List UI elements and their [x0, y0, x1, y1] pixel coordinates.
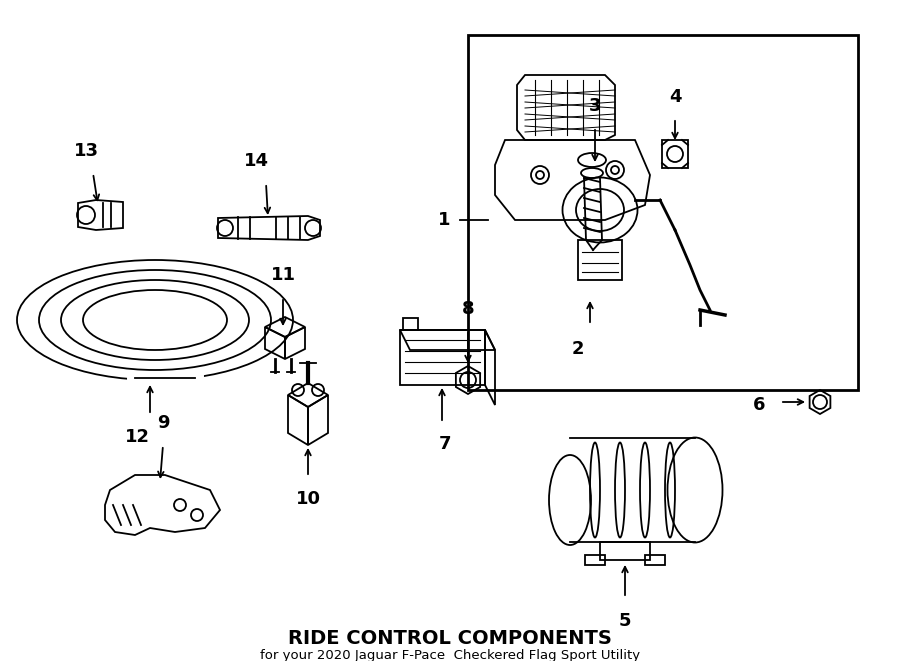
Bar [578, 240, 622, 280]
Bar [645, 555, 665, 565]
Text: RIDE CONTROL COMPONENTS: RIDE CONTROL COMPONENTS [288, 629, 612, 648]
FancyBboxPatch shape [662, 140, 688, 168]
Bar [585, 555, 605, 565]
Bar [403, 318, 418, 330]
Text: for your 2020 Jaguar F-Pace  Checkered Flag Sport Utility: for your 2020 Jaguar F-Pace Checkered Fl… [260, 648, 640, 661]
Text: 3: 3 [589, 97, 601, 115]
Text: 11: 11 [271, 266, 295, 284]
Bar [600, 542, 650, 560]
Text: 6: 6 [752, 396, 765, 414]
Text: 5: 5 [619, 612, 631, 630]
Text: 1: 1 [437, 211, 450, 229]
Text: 2: 2 [572, 340, 584, 358]
Text: 12: 12 [124, 428, 149, 446]
Text: 4: 4 [669, 88, 681, 106]
Text: 13: 13 [74, 142, 98, 160]
Text: 7: 7 [439, 435, 451, 453]
Text: 8: 8 [462, 300, 474, 318]
Bar [468, 35, 858, 390]
Text: 9: 9 [157, 414, 169, 432]
Text: 14: 14 [244, 152, 268, 170]
Text: 10: 10 [295, 490, 320, 508]
